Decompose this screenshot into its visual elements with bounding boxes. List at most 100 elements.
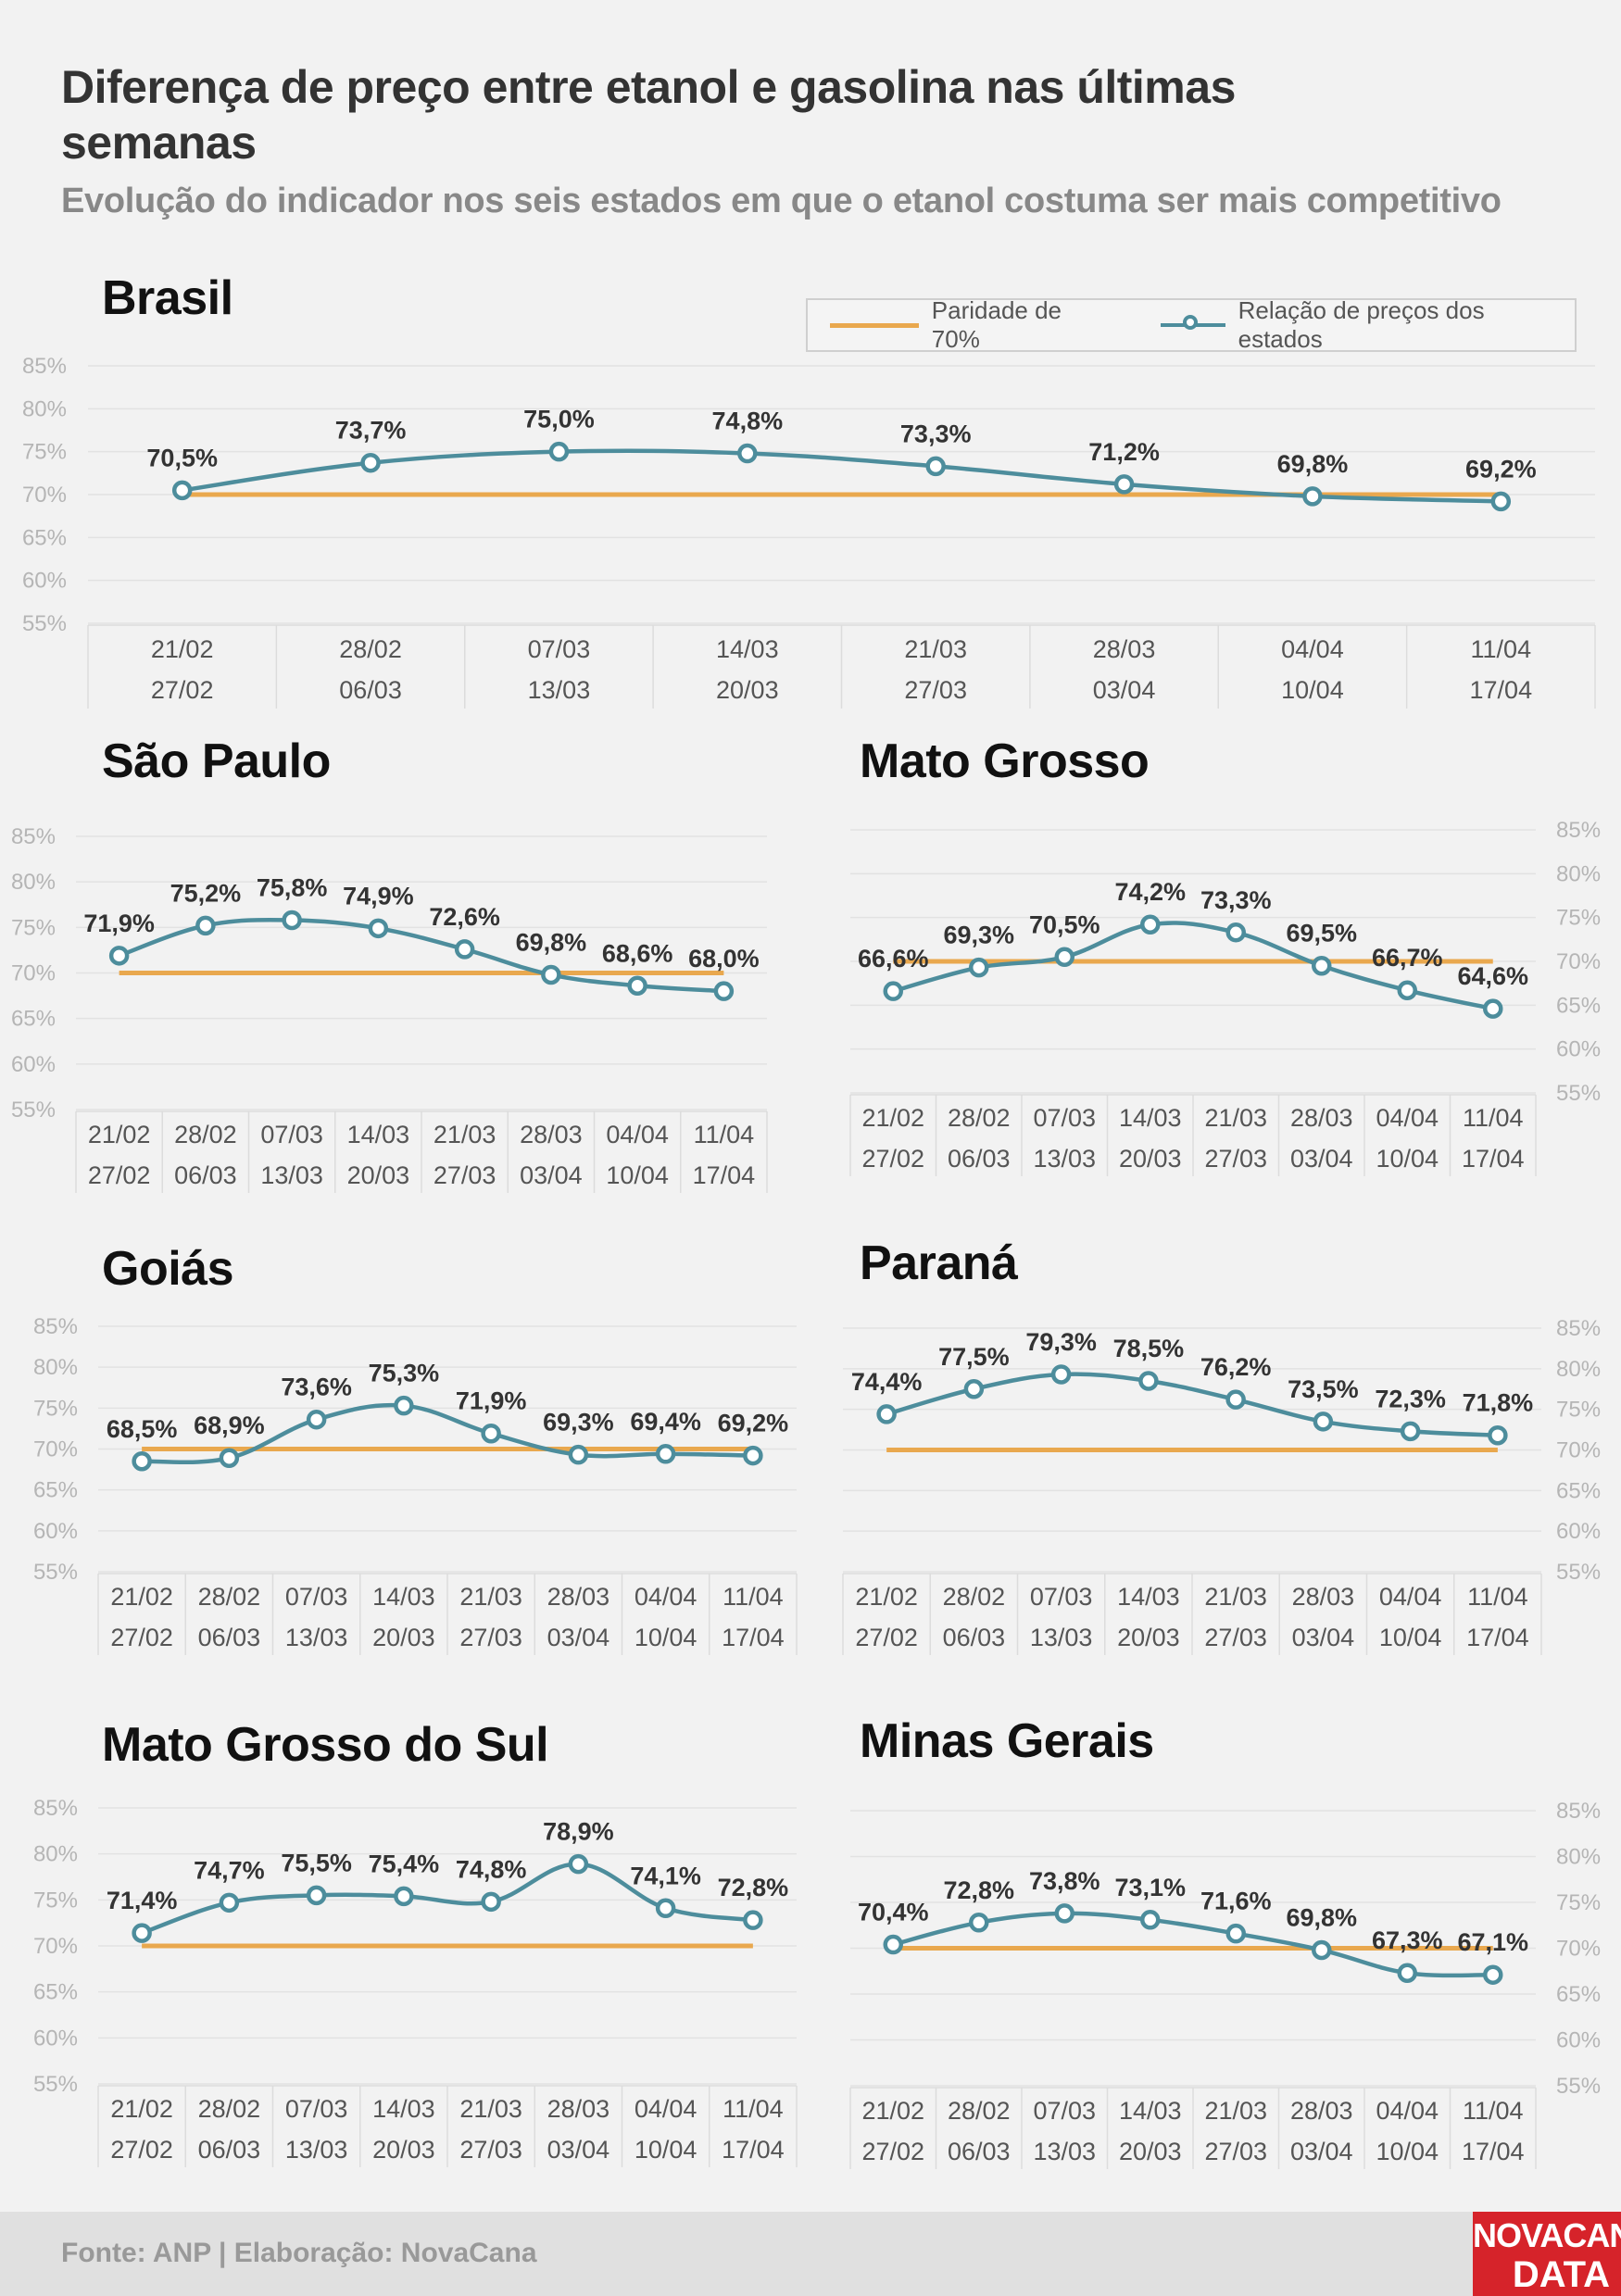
data-label: 71,2%: [1088, 438, 1160, 466]
y-tick-label: 75%: [33, 1396, 78, 1421]
y-tick-label: 75%: [22, 440, 67, 465]
y-tick-label: 80%: [1556, 1357, 1601, 1382]
x-tick-label-end: 13/03: [1033, 2138, 1096, 2165]
y-tick-label: 80%: [33, 1355, 78, 1380]
data-point: [963, 1379, 985, 1399]
data-point: [883, 1934, 903, 1955]
x-tick-label-end: 06/03: [948, 1145, 1011, 1173]
data-label: 73,3%: [1200, 886, 1272, 914]
x-tick-label-start: 21/03: [1204, 1583, 1267, 1611]
data-label: 72,6%: [429, 903, 500, 931]
data-point: [1312, 955, 1332, 976]
data-point: [171, 480, 193, 501]
data-point: [1225, 922, 1246, 943]
y-tick-label: 75%: [11, 915, 56, 940]
x-tick-label-end: 20/03: [372, 1624, 435, 1651]
x-tick-label-end: 03/04: [520, 1161, 583, 1189]
x-tick-label-end: 10/04: [635, 1624, 697, 1651]
data-point: [282, 910, 302, 931]
data-point: [876, 1404, 897, 1424]
x-tick-label-end: 27/02: [110, 1624, 173, 1651]
x-tick-label-start: 07/03: [528, 635, 591, 663]
x-tick-label-start: 28/03: [1093, 635, 1156, 663]
x-tick-label-start: 11/04: [1471, 635, 1532, 663]
data-label: 71,9%: [456, 1387, 527, 1415]
data-label: 74,8%: [712, 408, 784, 435]
x-tick-label-end: 10/04: [635, 2136, 697, 2164]
data-label: 69,8%: [516, 928, 587, 956]
y-tick-label: 55%: [33, 1560, 78, 1585]
x-tick-label-start: 07/03: [1030, 1583, 1093, 1611]
x-tick-label-start: 21/02: [110, 1583, 173, 1611]
footer: Fonte: ANP | Elaboração: NovaCana NOVACA…: [0, 2212, 1621, 2296]
panel-title-parana: Paraná: [860, 1236, 1018, 1290]
chart-panel-sao-paulo: 85% 80% 75% 70% 65% 60% 55% 21/02 27/02 28/02 06/0…: [11, 824, 768, 1193]
data-point: [1050, 1364, 1072, 1385]
y-tick-label: 55%: [1556, 1560, 1601, 1585]
x-tick-label-start: 28/02: [948, 2097, 1011, 2125]
data-label: 73,6%: [281, 1374, 352, 1401]
data-point: [306, 1885, 327, 1906]
page-title: Diferença de preço entre etanol e gasoli…: [61, 61, 1236, 169]
x-tick-label-end: 03/04: [547, 1624, 610, 1651]
panel-title-brasil: Brasil: [102, 271, 233, 325]
x-tick-label-start: 07/03: [1033, 2097, 1096, 2125]
data-point: [306, 1409, 327, 1430]
panel-title-minas-gerais: Minas Gerais: [860, 1714, 1154, 1768]
x-tick-label-end: 13/03: [285, 1624, 348, 1651]
series-swatch: [1160, 315, 1225, 330]
x-tick-label-end: 27/02: [861, 1145, 924, 1173]
x-tick-label-end: 13/03: [285, 2136, 348, 2164]
data-label: 74,2%: [1114, 878, 1186, 906]
data-label: 76,2%: [1200, 1353, 1272, 1381]
y-tick-label: 85%: [1556, 818, 1601, 843]
data-point: [1302, 486, 1323, 507]
x-tick-label-end: 27/03: [904, 676, 967, 704]
data-point: [1313, 1411, 1334, 1432]
data-point: [394, 1395, 414, 1416]
data-point: [1397, 980, 1417, 1000]
chart-panel-parana: 85% 80% 75% 70% 65% 60% 55% 21/02 27/02 28/02 06/0…: [842, 1316, 1601, 1655]
x-tick-label-start: 21/03: [459, 2095, 522, 2123]
data-point: [1113, 474, 1135, 495]
data-point: [1140, 1910, 1161, 1930]
y-tick-label: 65%: [1556, 993, 1601, 1018]
y-tick-label: 60%: [33, 1519, 78, 1544]
data-label: 73,3%: [900, 420, 972, 447]
x-tick-label-start: 07/03: [285, 1583, 348, 1611]
data-label: 69,5%: [1286, 920, 1357, 947]
x-tick-label-end: 17/04: [1466, 1624, 1529, 1651]
x-tick-label-end: 10/04: [1376, 2138, 1439, 2165]
x-tick-label-end: 13/03: [1030, 1624, 1093, 1651]
data-point: [1225, 1389, 1246, 1410]
x-tick-label-start: 14/03: [1117, 1583, 1180, 1611]
chart-panel-brasil: 85% 80% 75% 70% 65% 60% 55% 21/02 27/02 28/02 06/0…: [22, 354, 1596, 709]
x-tick-label-start: 11/04: [1467, 1583, 1528, 1611]
data-label: 78,5%: [1113, 1335, 1185, 1362]
x-tick-label-end: 13/03: [528, 676, 591, 704]
x-tick-label-start: 11/04: [1463, 1104, 1524, 1132]
x-tick-label-start: 21/03: [1204, 2097, 1267, 2125]
x-tick-label-start: 04/04: [635, 2095, 697, 2123]
data-point: [541, 964, 561, 985]
data-point: [1225, 1923, 1246, 1944]
x-tick-label-start: 04/04: [606, 1121, 669, 1148]
data-label: 75,4%: [369, 1850, 440, 1877]
data-label: 79,3%: [1025, 1328, 1097, 1356]
series-line: [892, 921, 1494, 1011]
data-label: 73,1%: [1114, 1874, 1186, 1901]
y-tick-label: 70%: [1556, 1937, 1601, 1962]
data-label: 69,8%: [1286, 1903, 1357, 1931]
y-tick-label: 65%: [11, 1007, 56, 1032]
y-tick-label: 80%: [33, 1842, 78, 1867]
x-tick-label-end: 27/02: [151, 676, 214, 704]
novacana-logo: NOVACANA DATA: [1473, 2212, 1621, 2296]
x-tick-label-start: 07/03: [1033, 1104, 1096, 1132]
series-line: [182, 448, 1502, 504]
data-label: 70,5%: [1029, 910, 1100, 938]
data-label: 71,4%: [107, 1887, 178, 1914]
x-tick-label-end: 27/03: [1204, 1145, 1267, 1173]
x-tick-label-end: 27/02: [861, 2138, 924, 2165]
x-tick-label-start: 28/02: [198, 2095, 261, 2123]
x-tick-label-end: 17/04: [1462, 2138, 1525, 2165]
